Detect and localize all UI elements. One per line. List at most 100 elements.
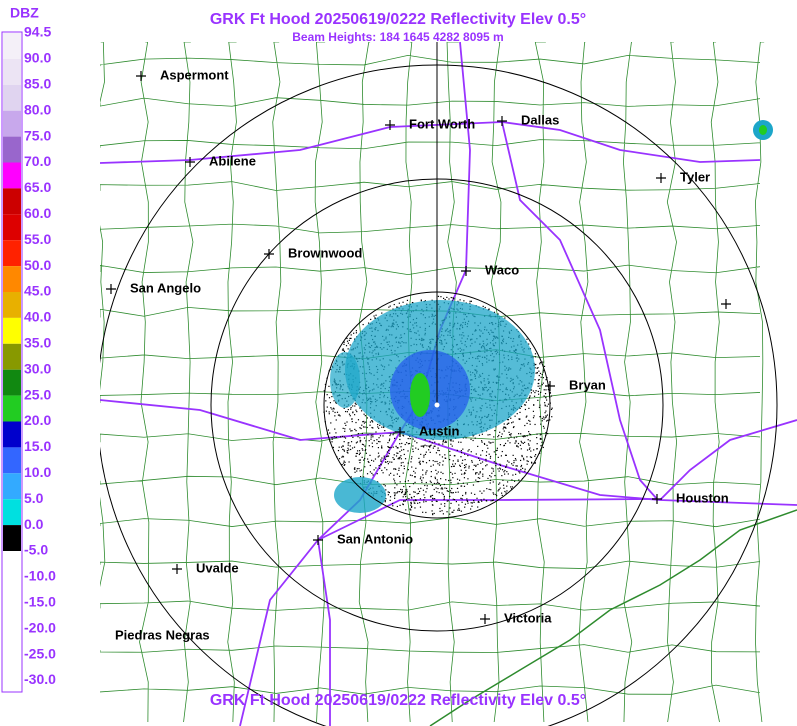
clutter-dot (375, 431, 377, 433)
clutter-dot (457, 459, 459, 461)
clutter-dot (407, 443, 410, 445)
clutter-dot (457, 509, 459, 511)
clutter-dot (450, 465, 453, 468)
radar-site (434, 402, 440, 408)
clutter-dot (460, 450, 462, 452)
clutter-dot (449, 454, 451, 456)
clutter-dot (534, 356, 537, 358)
clutter-dot (494, 475, 496, 477)
legend-swatch (3, 654, 21, 681)
clutter-dot (516, 413, 518, 415)
clutter-dot (534, 379, 536, 381)
clutter-dot (442, 493, 444, 496)
clutter-dot (545, 416, 547, 418)
clutter-dot (486, 464, 488, 466)
clutter-dot (551, 407, 553, 409)
clutter-dot (348, 339, 350, 341)
clutter-dot (547, 403, 550, 405)
clutter-dot (409, 474, 412, 476)
clutter-dot (412, 445, 414, 447)
clutter-dot (411, 466, 413, 468)
clutter-dot (429, 440, 431, 442)
clutter-dot (485, 500, 487, 502)
clutter-dot (401, 442, 403, 445)
clutter-dot (516, 436, 518, 438)
clutter-dot (536, 372, 538, 374)
clutter-dot (398, 475, 401, 478)
clutter-dot (334, 428, 336, 430)
clutter-dot (506, 464, 508, 466)
clutter-dot (364, 466, 366, 468)
clutter-dot (419, 463, 421, 465)
clutter-dot (393, 437, 396, 440)
clutter-dot (497, 490, 499, 492)
legend-label: 0.0 (24, 516, 44, 532)
city-label: Aspermont (160, 67, 229, 82)
clutter-dot (425, 511, 427, 514)
echo (759, 125, 767, 135)
clutter-dot (361, 448, 363, 450)
clutter-dot (346, 421, 348, 423)
clutter-dot (350, 430, 352, 432)
clutter-dot (495, 426, 497, 428)
clutter-dot (433, 488, 435, 491)
clutter-dot (527, 460, 529, 463)
clutter-dot (402, 472, 404, 474)
clutter-dot (489, 457, 492, 459)
clutter-dot (407, 480, 409, 482)
clutter-dot (392, 446, 394, 448)
legend-swatch (3, 84, 21, 111)
clutter-dot (361, 456, 363, 458)
clutter-dot (387, 463, 389, 465)
legend-swatch (3, 266, 21, 292)
clutter-dot (398, 457, 400, 459)
city-marker (172, 564, 182, 574)
clutter-dot (368, 445, 370, 447)
clutter-dot (447, 500, 449, 502)
clutter-dot (430, 495, 432, 497)
clutter-dot (518, 471, 520, 473)
clutter-dot (341, 456, 343, 458)
clutter-dot (393, 454, 395, 456)
clutter-dot (498, 434, 500, 437)
clutter-dot (346, 337, 348, 340)
clutter-dot (374, 458, 377, 460)
clutter-dot (506, 481, 509, 483)
city-label: Abilene (209, 153, 256, 168)
clutter-dot (343, 436, 345, 438)
clutter-dot (386, 451, 389, 453)
clutter-dot (388, 474, 390, 476)
clutter-dot (378, 455, 380, 457)
clutter-dot (437, 482, 439, 484)
clutter-dot (493, 493, 495, 495)
clutter-dot (396, 484, 398, 486)
clutter-dot (366, 426, 368, 429)
clutter-dot (362, 323, 364, 326)
clutter-dot (423, 499, 425, 501)
clutter-dot (437, 487, 439, 490)
clutter-dot (444, 441, 446, 444)
clutter-dot (540, 445, 542, 447)
clutter-dot (485, 458, 487, 460)
clutter-dot (354, 402, 356, 404)
clutter-dot (488, 453, 490, 455)
clutter-dot (333, 436, 335, 438)
clutter-dot (359, 461, 361, 464)
clutter-dot (518, 418, 520, 420)
clutter-dot (447, 490, 449, 493)
coastline (429, 509, 797, 726)
clutter-dot (520, 405, 523, 408)
clutter-dot (538, 378, 540, 381)
echo (334, 477, 386, 513)
clutter-dot (453, 509, 455, 511)
clutter-dot (375, 314, 377, 316)
clutter-dot (358, 453, 361, 456)
legend-swatch (3, 240, 21, 267)
clutter-dot (470, 492, 473, 494)
clutter-dot (527, 443, 530, 445)
clutter-dot (475, 479, 477, 481)
clutter-dot (452, 297, 454, 299)
clutter-dot (410, 509, 412, 511)
clutter-dot (418, 490, 421, 493)
clutter-dot (363, 459, 365, 461)
